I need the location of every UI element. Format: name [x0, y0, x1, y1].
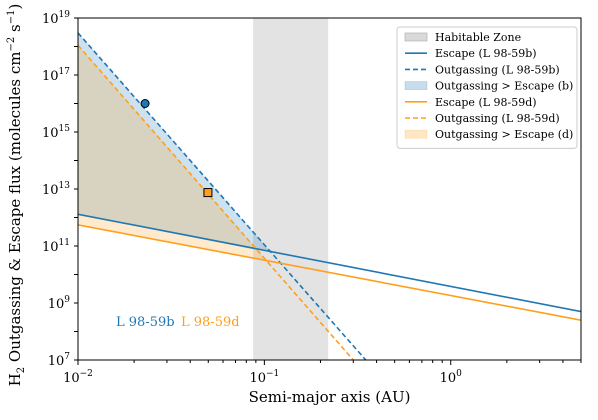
legend-label: Outgassing > Escape (d): [435, 128, 573, 141]
x-axis-title: Semi-major axis (AU): [249, 388, 411, 406]
legend-swatch-habitable-zone: [404, 32, 428, 42]
legend-label: Escape (L 98-59d): [435, 96, 537, 109]
x-tick-label: 100: [440, 369, 463, 386]
legend-label: Outgassing (L 98-59b): [435, 63, 560, 76]
plot-content: [78, 18, 581, 360]
y-tick-label: 109: [48, 295, 71, 312]
x-tick-label: 10−1: [249, 369, 279, 386]
x-tick-label: 10−2: [63, 369, 93, 386]
legend-label: Habitable Zone: [435, 31, 521, 44]
y-axis-title: H2 Outgassing & Escape flux (molecules c…: [6, 4, 27, 387]
legend-swatch-fill: [404, 81, 428, 90]
annotation-label: L 98-59d: [181, 315, 240, 330]
marker-square: [203, 188, 213, 198]
legend-label: Outgassing > Escape (b): [435, 80, 573, 93]
axes: 10−2 10−1 100 107 109 1011 1013 1015 1017 1019 Sem…: [6, 4, 582, 406]
y-tick-label: 1017: [42, 67, 70, 84]
habitable-zone-band: [253, 18, 329, 360]
series-line-outgassing-3: [78, 44, 355, 360]
series-line-escape-0: [78, 213, 581, 313]
y-tick-label: 1013: [42, 181, 70, 198]
annotation-label: L 98-59b: [116, 315, 175, 330]
series-line-outgassing-1: [78, 32, 367, 360]
legend-box: [396, 26, 578, 149]
legend-swatch-fill: [404, 129, 428, 139]
marker-circle: [140, 99, 150, 108]
y-tick-label: 1015: [42, 124, 70, 141]
y-tick-label: 1019: [42, 10, 70, 27]
y-tick-label: 1011: [42, 238, 70, 255]
plot-area: L 98-59b L 98-59d: [78, 18, 581, 360]
legend-label: Outgassing (L 98-59d): [435, 112, 560, 125]
series-line-escape-2: [78, 224, 581, 321]
legend: Habitable Zone Escape (L 98-59b) Outgassin…: [396, 26, 578, 149]
fill-area-d: [78, 45, 267, 261]
legend-label: Escape (L 98-59b): [435, 47, 537, 60]
y-tick-label: 107: [48, 352, 71, 369]
